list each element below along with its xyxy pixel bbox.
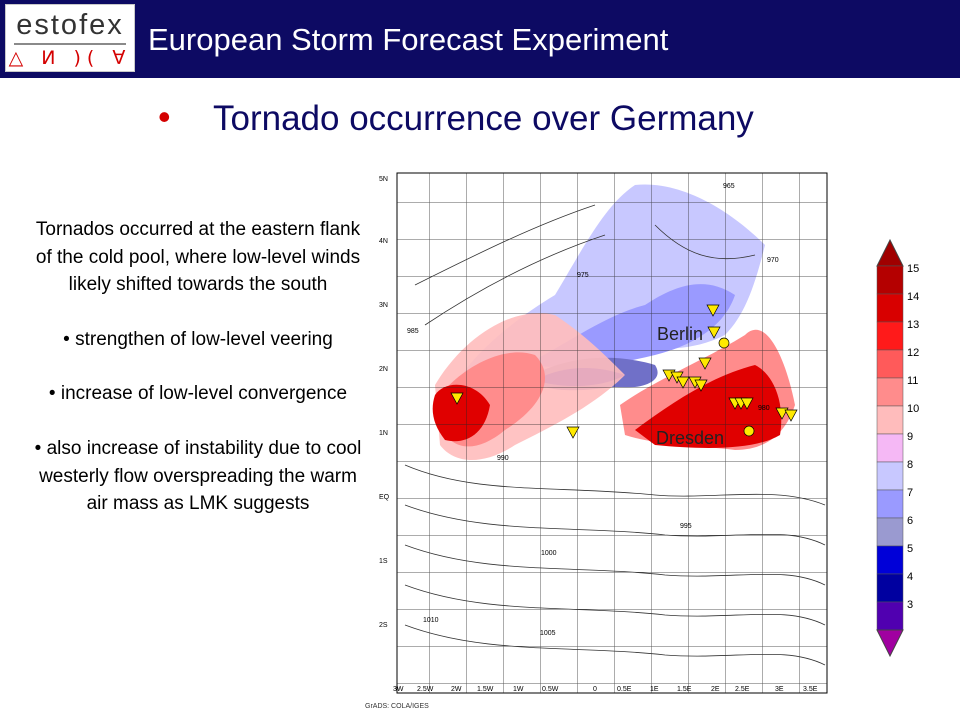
svg-text:1S: 1S <box>379 558 388 565</box>
isobar-lines <box>404 204 826 666</box>
contour-labels: 965 970 975 980 985 990 995 1000 1005 10… <box>407 183 779 637</box>
legend-swatch <box>876 601 904 631</box>
legend-swatch <box>876 321 904 351</box>
svg-text:2E: 2E <box>711 686 720 693</box>
svg-text:3E: 3E <box>775 686 784 693</box>
map-credit: GrADS: COLA/IGES <box>365 703 429 710</box>
map-svg: 5N 4N 3N 2N 1N EQ 1S 2S 3W 2.5W 2W 1.5W … <box>379 172 828 694</box>
svg-text:2.5W: 2.5W <box>417 686 434 693</box>
svg-text:985: 985 <box>407 328 419 335</box>
legend-swatch <box>876 265 904 295</box>
svg-text:990: 990 <box>497 455 509 462</box>
lat-lon-grid <box>397 173 827 693</box>
legend-value-label: 10 <box>907 403 919 415</box>
legend-value-label: 11 <box>907 375 918 387</box>
svg-text:1N: 1N <box>379 430 388 437</box>
legend-value-label: 12 <box>907 347 919 359</box>
svg-text:3N: 3N <box>379 302 388 309</box>
legend-swatch <box>876 377 904 407</box>
svg-text:970: 970 <box>767 257 779 264</box>
logo-glyphs: △ И )( ∀ <box>8 47 132 69</box>
explanation-text: Tornados occurred at the eastern flank o… <box>28 216 368 518</box>
berlin-marker-icon <box>718 337 730 349</box>
svg-text:4N: 4N <box>379 238 388 245</box>
legend-value-label: 6 <box>907 515 913 527</box>
slide-title-text: Tornado occurrence over Germany <box>213 99 754 138</box>
point-convergence: • increase of low-level convergence <box>48 383 348 405</box>
legend-value-label: 15 <box>907 263 919 275</box>
svg-text:1010: 1010 <box>423 617 439 624</box>
legend-swatch <box>876 517 904 547</box>
svg-text:1005: 1005 <box>540 630 556 637</box>
legend-bottom-arrow <box>876 629 904 658</box>
logo-divider <box>14 43 126 45</box>
svg-text:2S: 2S <box>379 622 388 629</box>
svg-text:1.5W: 1.5W <box>477 686 494 693</box>
estofex-logo: estofex △ И )( ∀ <box>5 4 135 72</box>
legend-swatch <box>876 461 904 491</box>
legend-swatch <box>876 545 904 575</box>
svg-text:2.5E: 2.5E <box>735 686 750 693</box>
x-axis-ticks: 3W 2.5W 2W 1.5W 1W 0.5W 0 0.5E 1E 1.5E 2… <box>393 686 818 693</box>
city-label-dresden: Dresden <box>656 428 725 448</box>
legend-value-label: 9 <box>907 431 913 443</box>
intro-paragraph: Tornados occurred at the eastern flank o… <box>35 219 361 296</box>
legend-value-label: 5 <box>907 543 913 555</box>
svg-text:1W: 1W <box>513 686 524 693</box>
svg-text:980: 980 <box>758 405 770 412</box>
svg-text:975: 975 <box>577 272 589 279</box>
svg-text:0: 0 <box>593 686 597 693</box>
legend-value-label: 3 <box>907 599 913 611</box>
legend-value-label: 4 <box>907 571 913 583</box>
legend-swatch <box>876 349 904 379</box>
svg-text:3W: 3W <box>393 686 404 693</box>
city-label-berlin: Berlin <box>657 324 704 344</box>
svg-text:EQ: EQ <box>379 494 390 501</box>
legend-swatch <box>876 293 904 323</box>
point-veering: • strengthen of low-level veering <box>63 328 333 350</box>
legend-value-label: 14 <box>907 291 919 303</box>
legend-top-arrow <box>876 238 904 267</box>
title-bullet-icon: • <box>158 96 171 137</box>
svg-text:965: 965 <box>723 183 735 190</box>
legend-value-label: 8 <box>907 459 913 471</box>
header-bar: estofex △ И )( ∀ European Storm Forecast… <box>0 0 960 78</box>
svg-text:5N: 5N <box>379 176 388 183</box>
header-title: European Storm Forecast Experiment <box>148 22 669 57</box>
pressure-map: 5N 4N 3N 2N 1N EQ 1S 2S 3W 2.5W 2W 1.5W … <box>355 165 835 700</box>
svg-text:1000: 1000 <box>541 550 557 557</box>
svg-text:2W: 2W <box>451 686 462 693</box>
legend-value-label: 7 <box>907 487 913 499</box>
logo-word: estofex <box>16 9 124 41</box>
svg-text:1E: 1E <box>650 686 659 693</box>
tornado-markers <box>450 304 798 439</box>
slide-title: • Tornado occurrence over Germany <box>0 96 960 142</box>
point-instability: • also increase of instability due to co… <box>34 437 362 515</box>
legend-value-label: 13 <box>907 319 919 331</box>
svg-text:995: 995 <box>680 523 692 530</box>
legend-swatch <box>876 573 904 603</box>
svg-text:3.5E: 3.5E <box>803 686 818 693</box>
svg-text:0.5W: 0.5W <box>542 686 559 693</box>
dresden-marker-icon <box>743 425 755 437</box>
legend-swatch <box>876 433 904 463</box>
legend-svg: 15 14 13 12 11 10 9 8 7 6 5 4 3 <box>876 238 919 658</box>
svg-text:2N: 2N <box>379 366 388 373</box>
legend-swatch <box>876 489 904 519</box>
color-legend: 15 14 13 12 11 10 9 8 7 6 5 4 3 <box>873 238 933 658</box>
y-axis-ticks: 5N 4N 3N 2N 1N EQ 1S 2S <box>379 176 390 629</box>
legend-swatch <box>876 405 904 435</box>
svg-text:1.5E: 1.5E <box>677 686 692 693</box>
svg-text:0.5E: 0.5E <box>617 686 632 693</box>
